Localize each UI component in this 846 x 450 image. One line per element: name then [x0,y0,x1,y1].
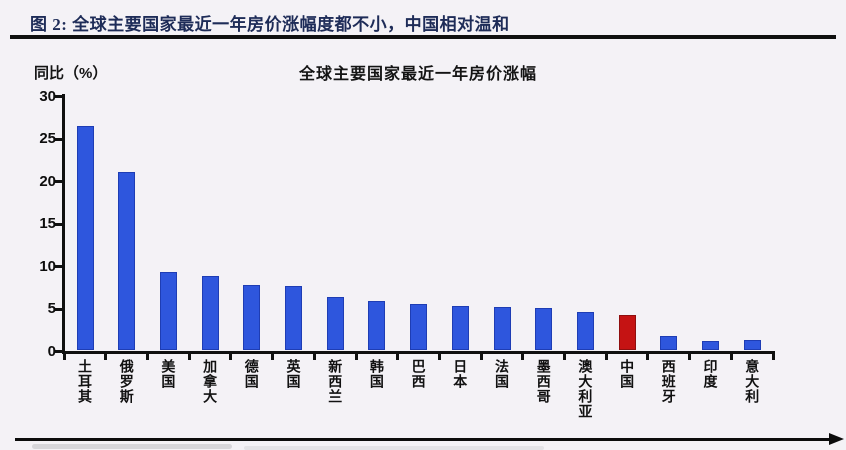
bar [243,284,261,350]
x-axis-category-label: 英国 [285,359,302,389]
y-axis-tick-label: 20 [39,172,56,190]
x-axis-category-label: 韩国 [368,359,385,389]
x-axis-tick [187,354,191,360]
x-axis-category-label: 墨西哥 [535,359,552,404]
x-axis-category-label: 澳大利亚 [577,359,594,419]
bar [285,286,302,350]
y-axis-tick [54,137,62,141]
y-axis-tick [54,350,62,353]
bar [535,307,553,350]
x-axis-category-label: 印度 [702,359,719,389]
y-axis-tick-label: 30 [39,87,56,105]
y-axis-tick [54,95,62,98]
x-axis-tick [62,354,66,360]
bar [660,335,678,350]
y-axis-tick-label: 10 [39,257,56,275]
bar [743,339,761,350]
x-axis-tick [646,354,650,360]
figure-caption: 图 2: 全球主要国家最近一年房价涨幅度都不小，中国相对温和 [30,15,510,34]
x-axis-tick [604,354,608,360]
x-axis-line [62,351,775,354]
y-axis-label: 同比（%） [34,65,108,82]
y-axis-tick-label: 5 [47,300,56,317]
y-axis-tick [54,222,62,226]
y-axis-tick-label: 0 [47,342,56,360]
x-axis-tick [479,354,483,360]
cutoff-source-text-blur [244,446,544,450]
x-axis-tick [563,354,567,360]
bar [451,305,469,350]
x-axis-tick [229,354,233,360]
x-axis-category-label: 土耳其 [77,359,93,404]
page-bottom-arrow-head [829,433,844,445]
x-axis-category-label: 德国 [243,359,260,389]
bar [76,125,94,350]
bar-highlight-china [618,315,636,350]
bar [118,171,136,350]
x-axis-category-label: 美国 [160,359,177,389]
x-axis-tick [688,354,692,360]
x-axis-category-label: 意大利 [744,359,761,404]
x-axis-tick [104,354,108,360]
bar [368,300,386,350]
chart-title: 全球主要国家最近一年房价涨幅 [298,66,537,83]
x-axis-category-label: 巴西 [410,359,427,389]
x-axis-tick [437,354,441,360]
bar [201,276,219,350]
x-axis-category-label: 新西兰 [327,359,344,404]
x-axis-tick [146,354,150,360]
bar [410,304,428,350]
x-axis-tick [271,354,275,360]
y-axis-line [62,94,65,354]
y-axis-tick [54,307,62,311]
cutoff-source-text-blur [32,444,232,449]
bar [493,306,511,350]
y-axis-tick-label: 25 [39,130,56,147]
x-axis-tick [729,354,733,360]
x-axis-tick [312,354,316,360]
page-bottom-arrow-line [15,438,831,441]
x-axis-tick [396,354,400,360]
x-axis-tick [354,354,358,360]
bar [576,311,594,350]
x-axis-category-label: 俄罗斯 [118,359,135,404]
bar [326,297,344,350]
x-axis-tick [521,354,525,360]
x-axis-tick [771,354,775,360]
bar [702,340,719,350]
x-axis-category-label: 法国 [494,359,510,389]
caption-divider-rule [10,35,836,39]
y-axis-tick [54,265,62,268]
x-axis-category-label: 中国 [619,359,636,389]
y-axis-tick [54,180,62,183]
x-axis-category-label: 西班牙 [660,359,677,404]
bar [159,271,177,350]
x-axis-category-label: 日本 [452,359,469,389]
x-axis-category-label: 加拿大 [202,359,219,404]
y-axis-tick-label: 15 [39,215,56,232]
